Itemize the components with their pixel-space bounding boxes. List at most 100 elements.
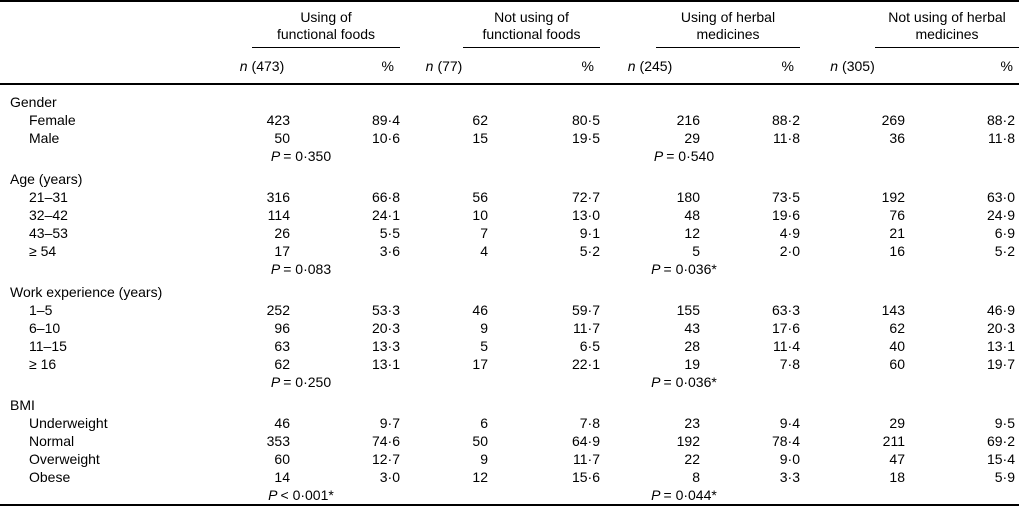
subheader-row: n (473) % n (77) % n (245) % n (305) % [0, 48, 1019, 85]
cell-value: 15 [472, 130, 488, 146]
group-title-line: functional foods [276, 26, 376, 42]
cell-value: 8 [692, 469, 700, 485]
row-label: 21–31 [29, 189, 68, 205]
cell-value: 66·8 [371, 189, 400, 205]
cell-value: 60 [274, 451, 290, 467]
p-symbol: P [268, 487, 278, 503]
cell-value: 12 [684, 225, 700, 241]
row-label: ≥ 54 [29, 243, 57, 259]
table-row: Overweight 60 12·7 9 11·7 22 9·0 47 15·4 [0, 450, 1019, 468]
table-row: ≥ 54 17 3·6 4 5·2 5 2·0 16 5·2 [0, 242, 1019, 260]
column-group-title: Using of herbal medicines [656, 9, 800, 48]
cell-value: 11·8 [988, 130, 1015, 146]
cell-value: 6 [480, 415, 488, 431]
p-value-text: = 0·036* [663, 261, 717, 277]
cell-value: 5 [692, 243, 700, 259]
section-header-row: Gender [0, 84, 1019, 111]
cell-value: 80·5 [571, 112, 600, 128]
cell-value: 7 [480, 225, 488, 241]
cell-value: 269 [881, 112, 905, 128]
p-value-functional-foods: P = 0·350 [234, 147, 400, 165]
cell-value: 143 [881, 302, 905, 318]
p-symbol: P [270, 374, 281, 390]
row-label: 43–53 [29, 225, 68, 241]
cell-value: 60 [889, 356, 905, 372]
cell-value: 72·7 [571, 189, 600, 205]
cell-value: 13·1 [371, 356, 400, 372]
p-symbol: P [651, 261, 661, 277]
cell-value: 53·3 [371, 302, 400, 318]
p-value-text: = 0·250 [283, 374, 332, 390]
n-column-header: n (473) [234, 48, 290, 85]
cell-value: 9·0 [779, 451, 800, 467]
empty-cell [0, 260, 234, 278]
p-value-functional-foods: P = 0·083 [234, 260, 400, 278]
n-count: (305) [842, 58, 875, 74]
cell-value: 19·7 [986, 356, 1015, 372]
p-symbol: P [653, 148, 664, 164]
cell-value: 3·0 [379, 469, 400, 485]
p-value-text: = 0·044* [663, 487, 717, 503]
cell-value: 88·2 [771, 112, 800, 128]
cell-value: 155 [676, 302, 700, 318]
cell-value: 13·3 [371, 338, 400, 354]
cell-value: 63 [274, 338, 290, 354]
cell-value: 15·4 [986, 451, 1015, 467]
section-label: Gender [10, 94, 57, 110]
cell-value: 316 [266, 189, 290, 205]
cell-value: 48 [684, 207, 700, 223]
table-row: Underweight 46 9·7 6 7·8 23 9·4 29 9·5 [0, 414, 1019, 432]
cell-value: 19 [684, 356, 700, 372]
table-row: ≥ 16 62 13·1 17 22·1 19 7·8 60 19·7 [0, 355, 1019, 373]
table-row: 43–53 26 5·5 7 9·1 12 4·9 21 6·9 [0, 224, 1019, 242]
table-row: Female 423 89·4 62 80·5 216 88·2 269 88·2 [0, 111, 1019, 129]
table-body: Gender Female 423 89·4 62 80·5 216 88·2 269 88·2 M… [0, 84, 1019, 505]
empty-cell [0, 373, 234, 391]
cell-value: 15·6 [571, 469, 600, 485]
row-label: Male [29, 130, 60, 146]
table-row: 32–42 114 24·1 10 13·0 48 19·6 76 24·9 [0, 206, 1019, 224]
row-label: 6–10 [29, 320, 61, 336]
cell-value: 11·7 [573, 451, 600, 467]
empty-cell [0, 486, 234, 505]
cell-value: 63·0 [986, 189, 1015, 205]
section-label: Age (years) [10, 171, 83, 187]
p-value-text: < 0·001* [280, 487, 334, 503]
row-label: Underweight [29, 415, 108, 431]
cell-value: 5 [480, 338, 488, 354]
group-title-line: Using of herbal [680, 9, 776, 25]
column-group-title: Not using of functional foods [463, 9, 600, 48]
group-title-line: Not using of [494, 9, 569, 25]
cell-value: 5·9 [994, 469, 1015, 485]
cell-value: 73·5 [771, 189, 800, 205]
cell-value: 62 [889, 320, 905, 336]
cell-value: 252 [266, 302, 290, 318]
p-symbol: P [651, 374, 661, 390]
n-symbol: n [239, 58, 248, 74]
cell-value: 17 [274, 243, 290, 259]
cell-value: 13·0 [571, 207, 600, 223]
table-row: Male 50 10·6 15 19·5 29 11·8 36 11·8 [0, 129, 1019, 147]
p-symbol: P [270, 261, 281, 277]
n-column-header: n (77) [400, 48, 488, 85]
cell-value: 9 [480, 320, 488, 336]
row-label: ≥ 16 [29, 356, 57, 372]
cell-value: 10·6 [371, 130, 400, 146]
n-symbol: n [830, 58, 839, 74]
cell-value: 216 [676, 112, 700, 128]
cell-value: 6·9 [994, 225, 1015, 241]
cell-value: 78·4 [771, 433, 800, 449]
cell-value: 5·5 [379, 225, 400, 241]
empty-cell [800, 260, 1019, 278]
cell-value: 9·4 [779, 415, 800, 431]
cell-value: 22·1 [571, 356, 600, 372]
cell-value: 4 [480, 243, 488, 259]
cell-value: 20·3 [986, 320, 1015, 336]
cell-value: 14 [274, 469, 290, 485]
empty-cell [800, 373, 1019, 391]
group-title-line: functional foods [482, 26, 581, 42]
cell-value: 89·4 [371, 112, 400, 128]
cell-value: 19·5 [571, 130, 600, 146]
cell-value: 43 [684, 320, 700, 336]
cell-value: 18 [889, 469, 905, 485]
